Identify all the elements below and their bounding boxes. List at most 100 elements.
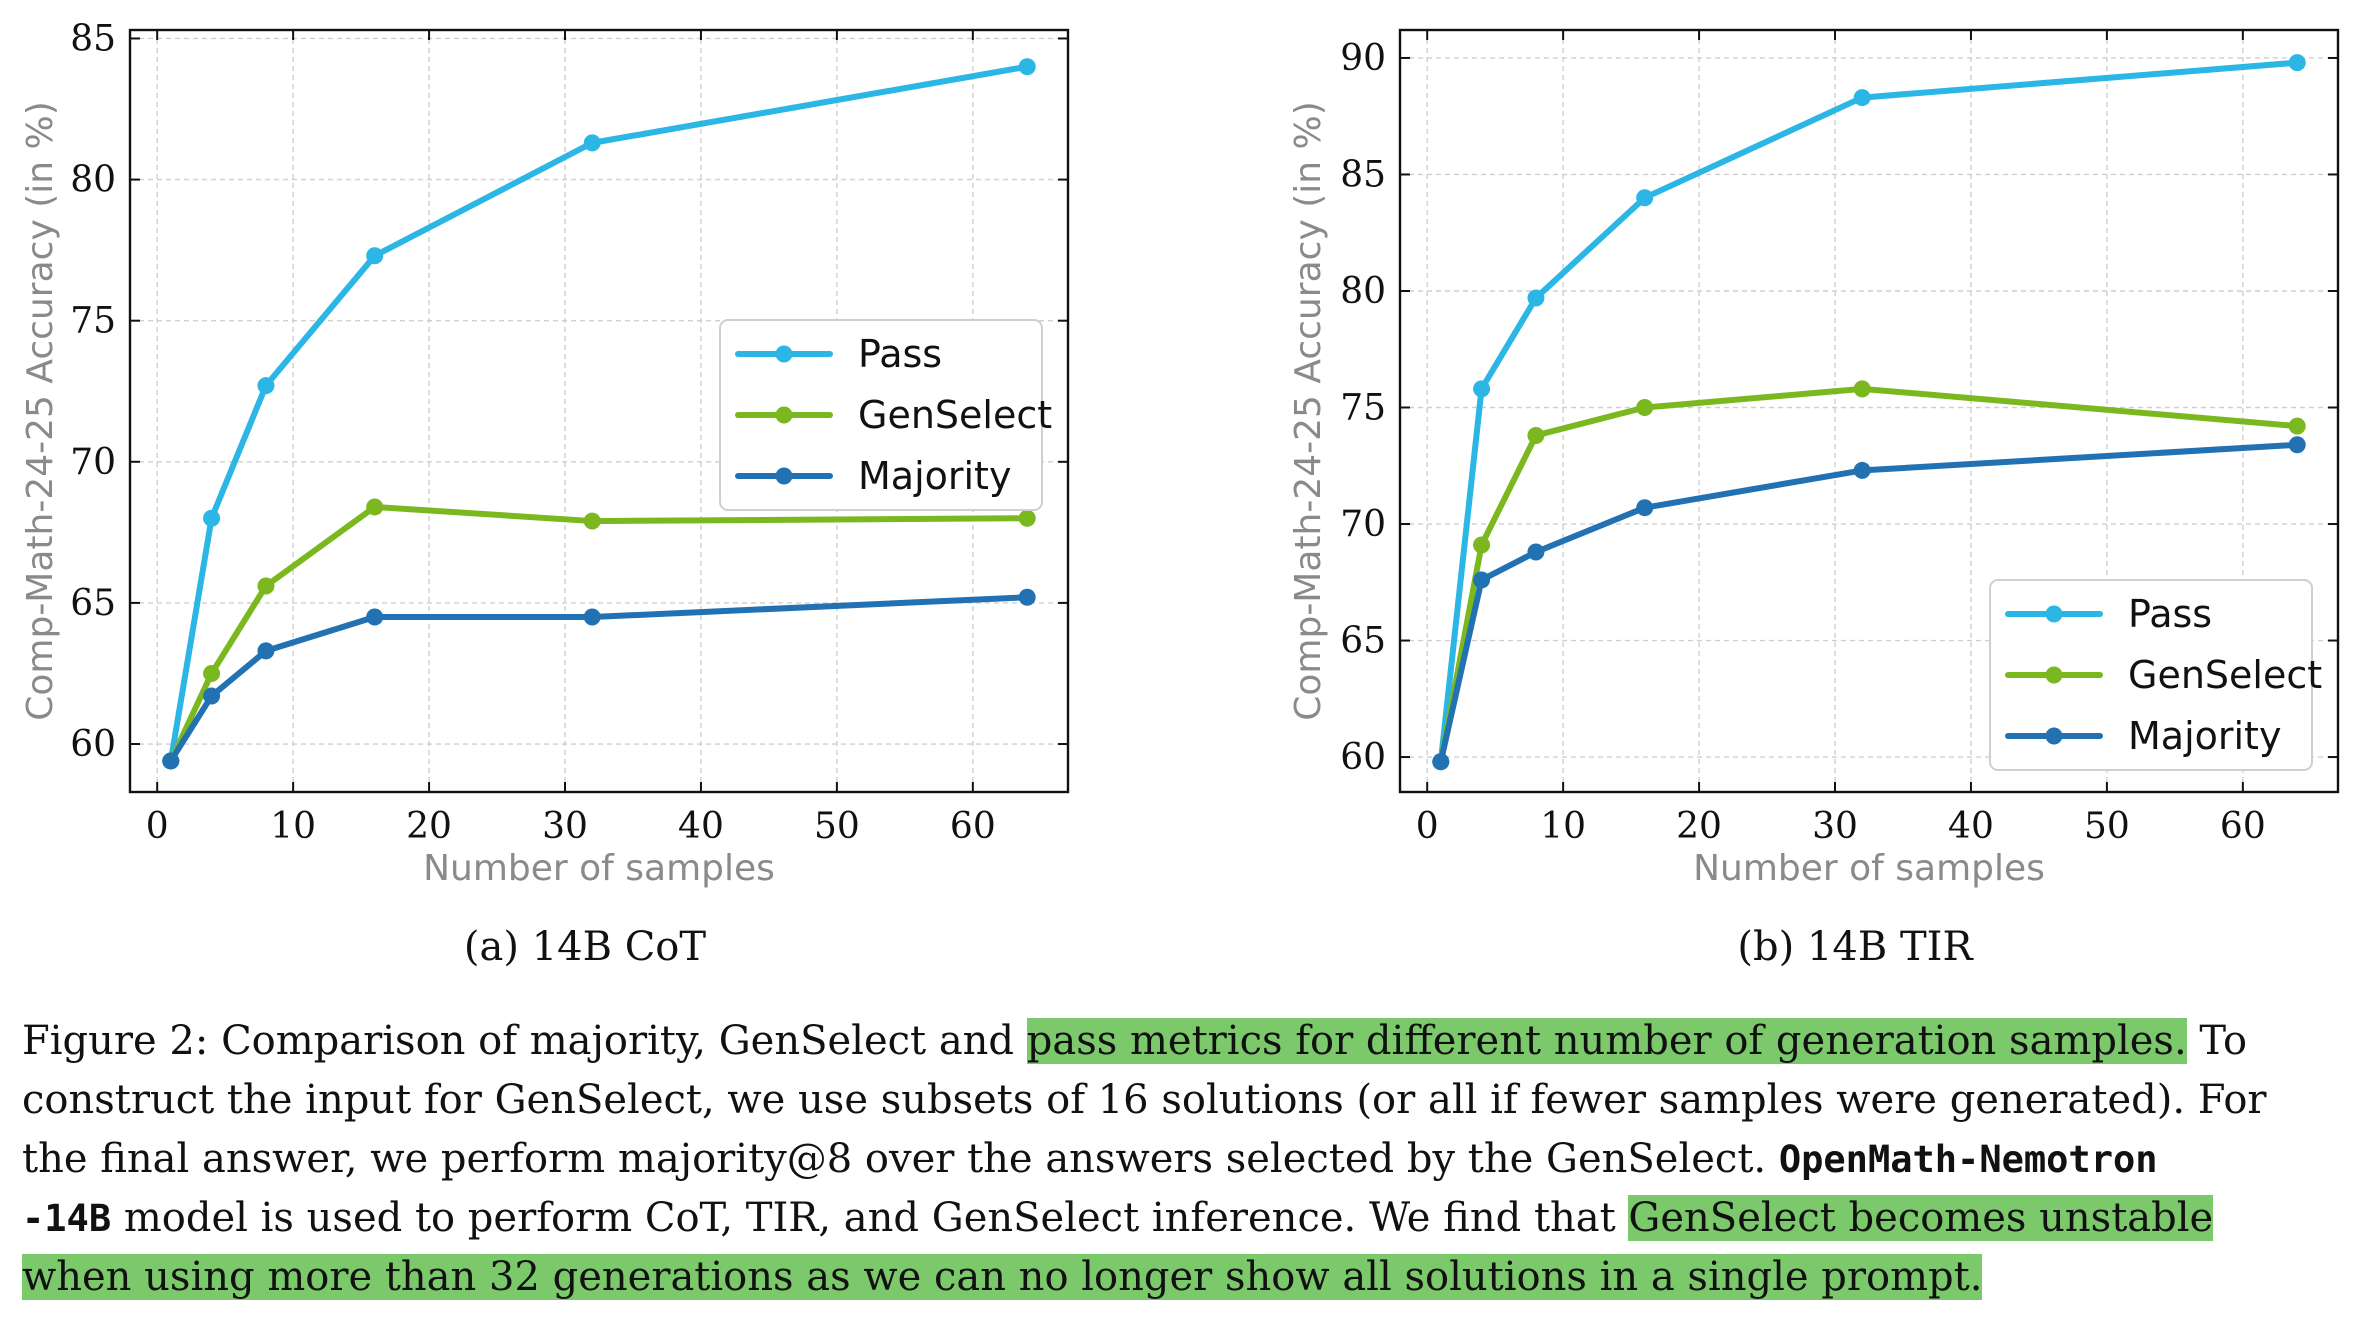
series-line-majority (1437, 441, 2301, 765)
legend-label-majority: Majority (858, 454, 1011, 498)
caption-text: Figure 2: Comparison of majority, GenSel… (22, 1018, 1027, 1064)
series-line-genselect (167, 503, 1031, 764)
legend-label-majority: Majority (2128, 714, 2281, 758)
plot-area (1398, 28, 2340, 794)
caption-line-4: -14B model is used to perform CoT, TIR, … (22, 1189, 2342, 1248)
y-tick-label: 60 (1340, 737, 1386, 778)
caption-text: model is used to perform CoT, TIR, and G… (111, 1195, 1629, 1241)
legend: Pass GenSelect Majority (1989, 579, 2322, 771)
y-tick-label: 90 (1340, 38, 1386, 79)
chart-2: 0 10 20 30 40 50 60 60 65 70 75 80 85 90 Number of sam… (1288, 28, 2340, 970)
legend-label-pass: Pass (858, 332, 942, 376)
data-point-majority (203, 687, 221, 705)
figure-caption: Figure 2: Comparison of majority, GenSel… (22, 1012, 2342, 1307)
legend-marker-majority (2045, 727, 2063, 745)
y-tick-label: 75 (1340, 388, 1386, 429)
data-point-majority (1432, 753, 1450, 771)
series-majority (162, 588, 1036, 770)
data-point-majority (162, 752, 180, 770)
x-tick-label: 50 (814, 806, 860, 847)
data-point-majority (1527, 543, 1545, 561)
data-point-majority (1636, 499, 1654, 517)
data-point-genselect (257, 577, 275, 595)
data-point-pass (2288, 54, 2306, 72)
data-point-majority (1018, 588, 1036, 606)
caption-text: To (2186, 1018, 2248, 1064)
data-point-pass (583, 134, 601, 152)
y-tick-label: 65 (70, 583, 116, 624)
x-tick-label: 60 (2220, 806, 2266, 847)
x-tick-label: 60 (950, 806, 996, 847)
x-axis-label: Number of samples (1693, 848, 2045, 889)
data-point-majority (257, 642, 275, 660)
legend-label-pass: Pass (2128, 592, 2212, 636)
y-tick-label: 70 (70, 442, 116, 483)
legend-marker-genselect (775, 406, 793, 424)
caption-line-5: when using more than 32 generations as w… (22, 1248, 2342, 1307)
caption-highlight: when using more than 32 generations as w… (22, 1254, 1983, 1300)
y-axis-label: Comp-Math-24-25 Accuracy (in %) (1288, 101, 1329, 721)
y-tick-label: 75 (70, 301, 116, 342)
caption-line-2: construct the input for GenSelect, we us… (22, 1071, 2342, 1130)
data-point-pass (366, 247, 384, 265)
legend-marker-pass (2045, 605, 2063, 623)
data-point-pass (1636, 189, 1654, 207)
data-point-pass (1473, 380, 1491, 398)
plot-area (128, 28, 1070, 794)
caption-text: the final answer, we perform majority@8 … (22, 1136, 1779, 1182)
data-point-pass (1018, 58, 1036, 76)
legend-marker-majority (775, 467, 793, 485)
caption-highlight: GenSelect becomes unstable (1628, 1195, 2214, 1241)
data-point-majority (583, 608, 601, 626)
x-tick-label: 50 (2084, 806, 2130, 847)
series-line-pass (167, 63, 1031, 764)
y-tick-label: 80 (70, 160, 116, 201)
y-tick-label: 80 (1340, 271, 1386, 312)
caption-code: OpenMath-Nemotron (1778, 1138, 2158, 1181)
data-point-pass (1527, 289, 1545, 307)
y-tick-label: 85 (70, 18, 116, 59)
x-tick-label: 40 (1948, 806, 1994, 847)
x-tick-label: 0 (1416, 806, 1439, 847)
x-tick-label: 10 (270, 806, 316, 847)
data-point-genselect (366, 498, 384, 516)
caption-highlight: pass metrics for different number of gen… (1026, 1018, 2187, 1064)
x-tick-label: 20 (406, 806, 452, 847)
x-tick-label: 20 (1676, 806, 1722, 847)
legend-marker-genselect (2045, 666, 2063, 684)
x-tick-label: 30 (1812, 806, 1858, 847)
data-point-genselect (583, 512, 601, 530)
data-point-pass (1853, 89, 1871, 107)
data-point-genselect (2288, 417, 2306, 435)
series-line-pass (1437, 59, 2301, 765)
legend-label-genselect: GenSelect (2128, 653, 2322, 697)
caption-text: construct the input for GenSelect, we us… (22, 1077, 2267, 1123)
data-point-pass (203, 509, 221, 527)
caption-code: -14B (22, 1197, 112, 1240)
subcaption: (a) 14B CoT (464, 924, 706, 970)
x-tick-label: 0 (146, 806, 169, 847)
series-line-majority (167, 594, 1031, 764)
data-point-genselect (1636, 399, 1654, 417)
data-point-majority (366, 608, 384, 626)
x-tick-label: 40 (678, 806, 724, 847)
legend-box (1989, 579, 2313, 771)
data-point-majority (1473, 571, 1491, 589)
y-axis-label: Comp-Math-24-25 Accuracy (in %) (20, 101, 61, 721)
data-point-majority (2288, 436, 2306, 454)
data-point-genselect (203, 664, 221, 682)
data-point-pass (257, 377, 275, 395)
y-tick-label: 60 (70, 724, 116, 765)
legend-box (719, 319, 1043, 511)
series-majority (1432, 436, 2306, 771)
data-point-genselect (1473, 536, 1491, 554)
subcaption: (b) 14B TIR (1737, 924, 1974, 970)
y-tick-label: 85 (1340, 154, 1386, 195)
data-point-genselect (1853, 380, 1871, 398)
legend: Pass GenSelect Majority (719, 319, 1052, 511)
caption-line-3: the final answer, we perform majority@8 … (22, 1130, 2342, 1189)
figure-charts: 0 10 20 30 40 50 60 60 65 70 75 80 85 Number of sampl… (20, 18, 2340, 970)
data-point-genselect (1018, 509, 1036, 527)
x-tick-label: 10 (1540, 806, 1586, 847)
data-point-genselect (1527, 426, 1545, 444)
